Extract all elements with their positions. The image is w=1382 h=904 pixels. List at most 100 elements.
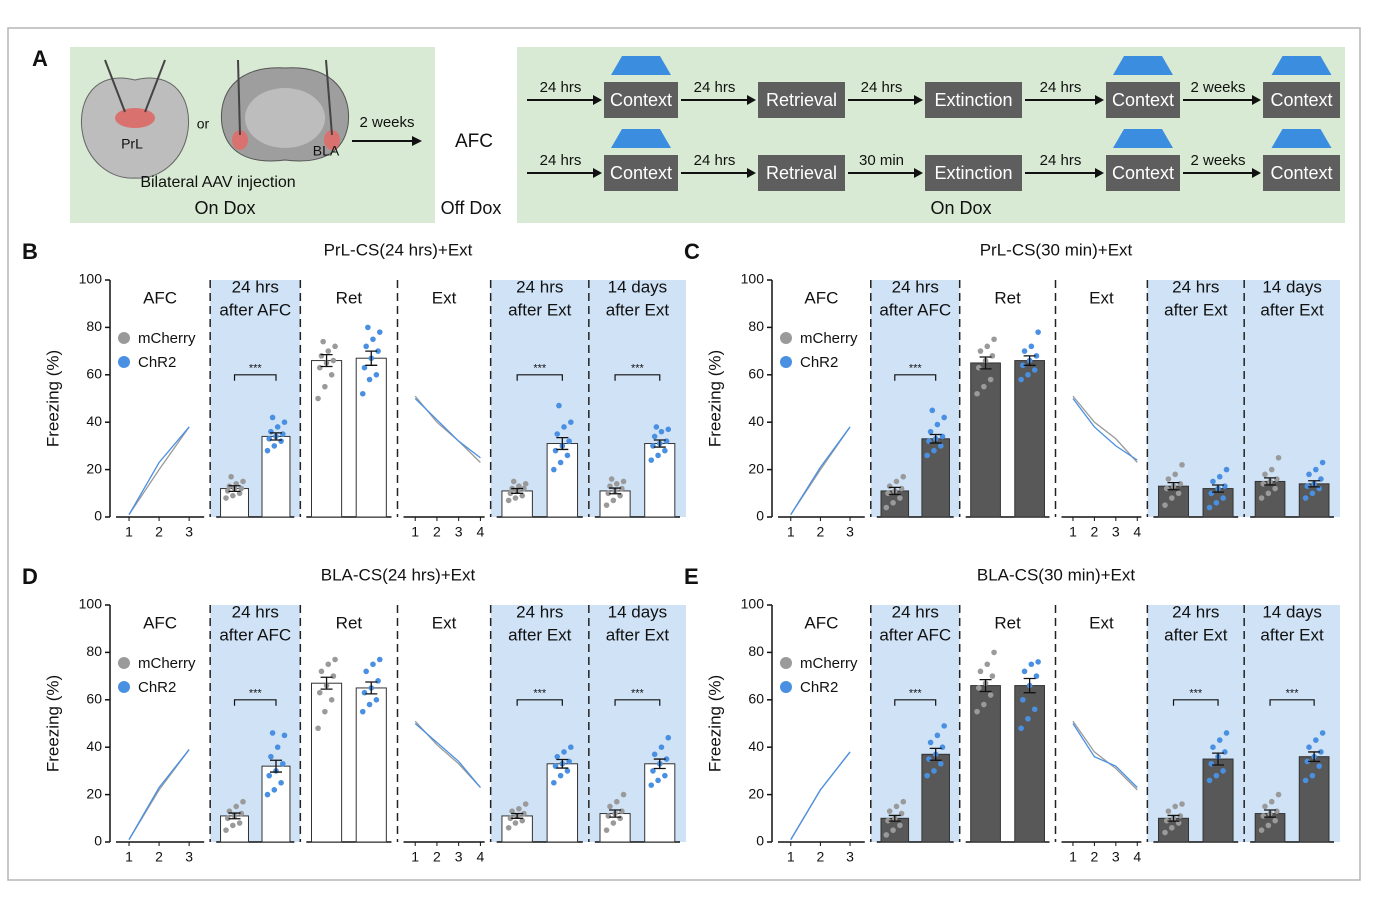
- data-point: [370, 336, 376, 343]
- x-tick-label: 3: [1112, 849, 1120, 865]
- interval-label: 24 hrs: [861, 79, 903, 96]
- step-box: [1263, 155, 1340, 191]
- legend-label: mCherry: [138, 655, 196, 672]
- legend-label: mCherry: [800, 655, 858, 672]
- bar: [1298, 756, 1330, 843]
- data-point: [890, 827, 896, 833]
- bar: [501, 490, 533, 518]
- injection-site: [115, 108, 155, 128]
- legend-label: ChR2: [800, 679, 838, 696]
- section-label: after Ext: [1260, 625, 1324, 644]
- data-point: [989, 673, 996, 679]
- section-label: after AFC: [219, 300, 291, 319]
- x-tick-label: 2: [1090, 849, 1098, 865]
- section-label: AFC: [804, 613, 838, 632]
- arrow-head: [593, 95, 602, 105]
- bar: [311, 682, 343, 843]
- data-point: [1162, 502, 1168, 508]
- data-point: [568, 744, 574, 750]
- line-series: [128, 426, 190, 515]
- data-point: [1162, 829, 1168, 836]
- line-series: [128, 426, 190, 515]
- y-tick-label: 60: [86, 691, 102, 707]
- bar: [970, 685, 1001, 843]
- data-point: [521, 810, 527, 817]
- data-point: [934, 421, 941, 428]
- x-tick-label: 3: [1112, 524, 1120, 540]
- data-point: [663, 438, 670, 444]
- x-tick-label: 2: [155, 849, 163, 865]
- data-point: [554, 431, 561, 437]
- data-point: [1206, 504, 1213, 511]
- step-label: Context: [1112, 90, 1174, 110]
- y-axis-label: Freezing (%): [705, 350, 724, 447]
- line-series: [1072, 398, 1138, 461]
- x-tick-label: 2: [1090, 524, 1098, 540]
- y-tick-label: 0: [756, 833, 764, 849]
- data-point: [1018, 376, 1024, 383]
- section-label: 14 days: [608, 602, 668, 621]
- section-label: 14 days: [608, 277, 668, 296]
- chart-title: PrL-CS(24 hrs)+Ext: [324, 240, 473, 259]
- data-point: [557, 459, 564, 466]
- sig-bracket: [1269, 699, 1315, 706]
- legend-marker: [780, 332, 792, 344]
- y-tick-label: 0: [94, 833, 102, 849]
- sig-label: ***: [249, 688, 263, 700]
- data-point: [927, 739, 934, 746]
- data-point: [236, 820, 243, 826]
- data-point: [564, 768, 571, 774]
- data-point: [1172, 471, 1179, 478]
- data-point: [608, 476, 615, 482]
- data-point: [551, 779, 557, 786]
- data-point: [931, 447, 937, 454]
- data-point: [1216, 473, 1223, 480]
- data-point: [658, 744, 665, 750]
- data-point: [1179, 462, 1185, 468]
- legend-label: mCherry: [138, 330, 196, 347]
- data-point: [522, 481, 529, 487]
- panel-label: C: [684, 239, 700, 264]
- y-tick-label: 100: [79, 596, 103, 612]
- interval-label: 24 hrs: [1040, 79, 1082, 96]
- step-label: Retrieval: [766, 163, 837, 183]
- step-box: [604, 155, 678, 191]
- data-point: [987, 376, 994, 383]
- data-point: [281, 419, 288, 426]
- data-point: [561, 424, 567, 430]
- section-label: Ext: [1089, 288, 1114, 307]
- section-label: Ret: [336, 613, 363, 632]
- data-point: [512, 495, 519, 501]
- legend-label: ChR2: [138, 679, 176, 696]
- error-bar: [1264, 477, 1277, 486]
- step-box: [758, 82, 845, 118]
- legend-marker: [118, 657, 130, 669]
- probe: [237, 59, 241, 136]
- y-axis-label: Freezing (%): [705, 675, 724, 772]
- data-point: [509, 808, 515, 814]
- data-point: [1213, 499, 1220, 506]
- data-point: [984, 343, 991, 350]
- bar: [599, 813, 631, 843]
- error-bar: [511, 812, 524, 819]
- data-point: [974, 390, 980, 397]
- data-point: [1165, 808, 1172, 814]
- data-point: [268, 753, 274, 760]
- data-point: [1309, 490, 1316, 497]
- data-point: [363, 343, 369, 350]
- section-label: 24 hrs: [1172, 602, 1219, 621]
- data-point: [650, 768, 656, 774]
- sig-bracket: [233, 374, 277, 381]
- data-point: [648, 457, 655, 463]
- light-icon: [611, 56, 671, 75]
- x-tick-label: 3: [185, 524, 193, 540]
- data-point: [322, 708, 328, 715]
- data-point: [926, 756, 932, 762]
- chart-title: BLA-CS(24 hrs)+Ext: [321, 565, 476, 584]
- error-bar: [511, 487, 524, 494]
- data-point: [883, 832, 890, 838]
- data-point: [886, 483, 893, 489]
- line-series: [414, 398, 481, 459]
- y-tick-label: 0: [94, 508, 102, 524]
- data-point: [981, 701, 987, 708]
